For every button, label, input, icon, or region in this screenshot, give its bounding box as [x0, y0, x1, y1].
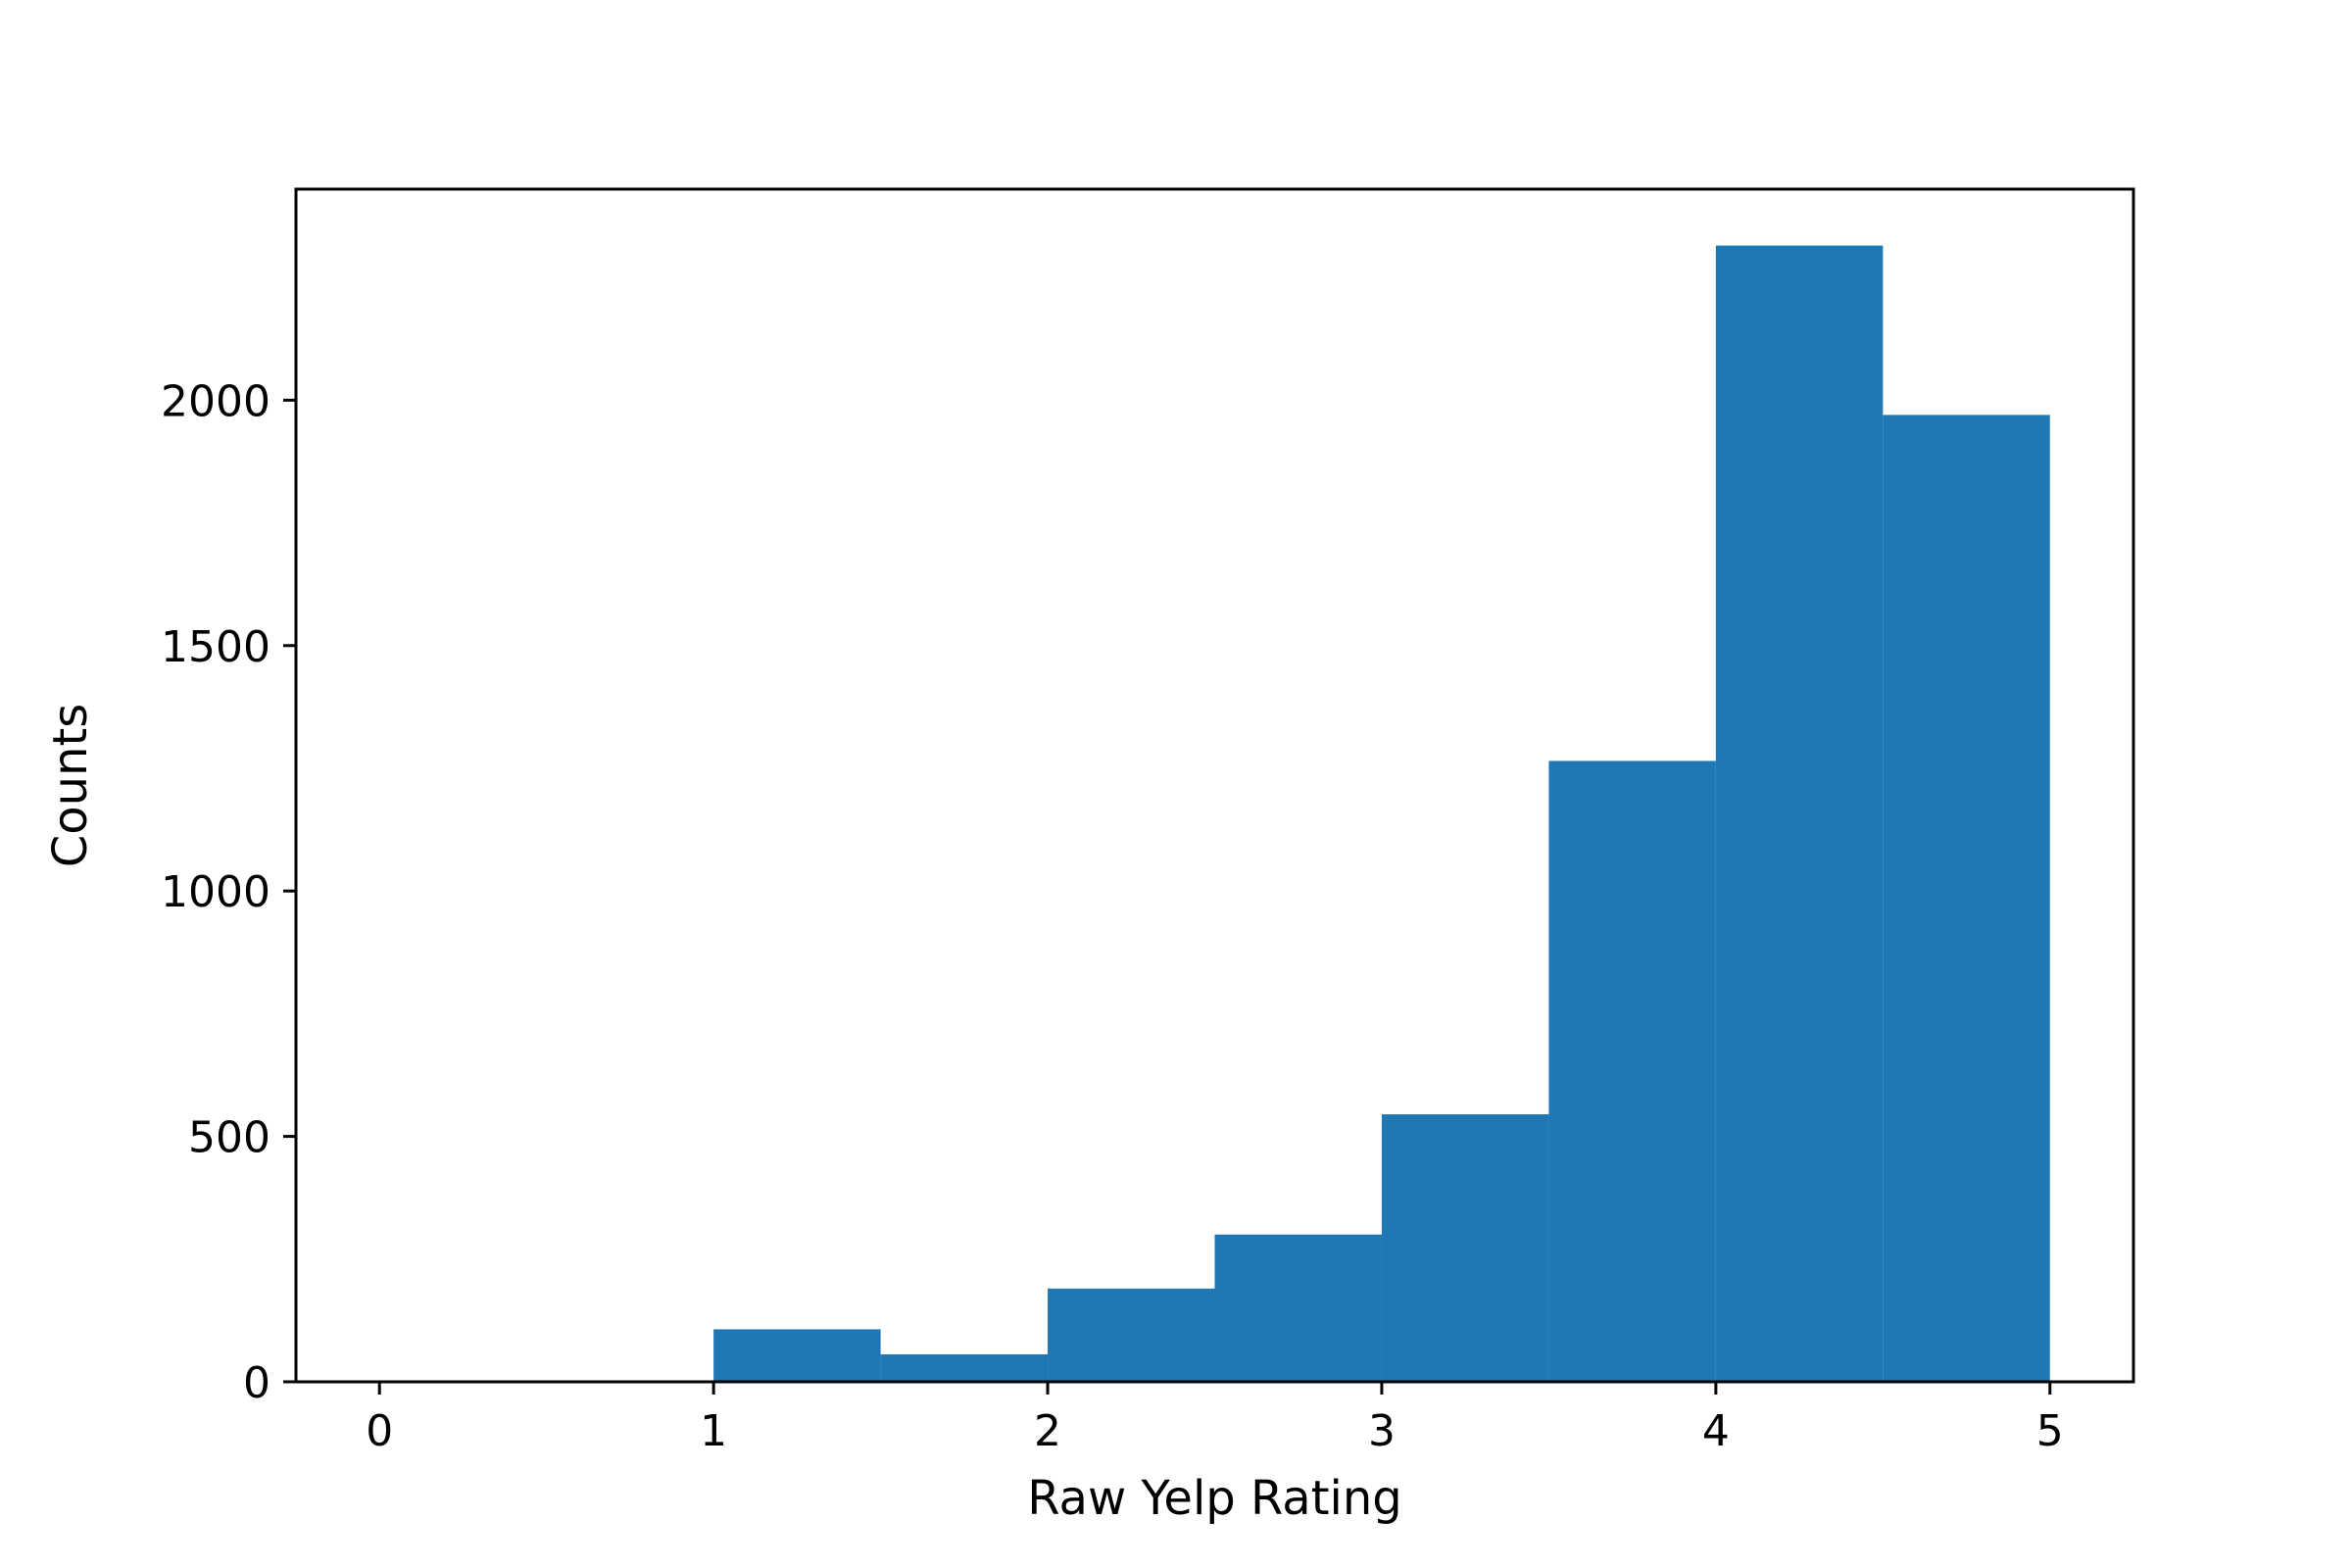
y-tick-label-3: 1500: [161, 622, 270, 672]
histogram-bar-1: [880, 1353, 1049, 1382]
x-axis-ticks: 0 1 2 3 4 5: [366, 1382, 2064, 1456]
x-tick-label-2: 2: [1034, 1406, 1061, 1456]
y-tick-label-2: 1000: [161, 867, 270, 917]
x-tick-label-4: 4: [1702, 1406, 1730, 1456]
histogram-bar-4: [1381, 1114, 1549, 1382]
y-axis-label: Counts: [43, 704, 98, 868]
histogram-bar-5: [1548, 760, 1716, 1382]
x-tick-label-5: 5: [2036, 1406, 2064, 1456]
histogram-bar-7: [1883, 415, 2050, 1382]
x-axis-label: Raw Yelp Rating: [1027, 1471, 1402, 1526]
x-tick-label-0: 0: [366, 1406, 393, 1456]
y-axis-ticks: 0 500 1000 1500 2000: [161, 376, 296, 1408]
histogram-bars: [713, 245, 2050, 1383]
histogram-bar-0: [713, 1329, 881, 1382]
histogram-bar-3: [1214, 1234, 1382, 1382]
histogram-bar-2: [1048, 1288, 1215, 1382]
axes-frame: [294, 187, 2135, 1384]
histogram-bar-6: [1715, 245, 1884, 1383]
x-tick-label-1: 1: [700, 1406, 727, 1456]
y-tick-label-1: 500: [188, 1113, 270, 1163]
y-tick-label-4: 2000: [161, 376, 270, 426]
x-tick-label-3: 3: [1368, 1406, 1396, 1456]
y-tick-label-0: 0: [243, 1358, 270, 1408]
